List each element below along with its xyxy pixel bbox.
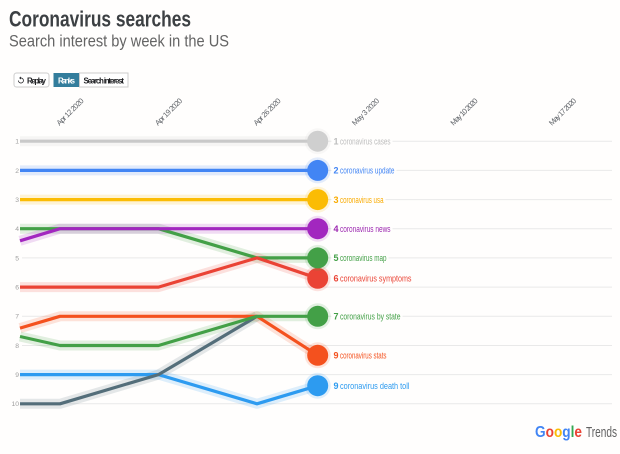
svg-text:1: 1 — [15, 139, 19, 146]
svg-text:Coronavirus searches: Coronavirus searches — [9, 7, 191, 32]
svg-text:10: 10 — [11, 401, 19, 408]
svg-text:Search interest: Search interest — [84, 76, 125, 85]
svg-text:8: 8 — [15, 343, 19, 350]
svg-text:coronavirus cases: coronavirus cases — [340, 136, 391, 146]
svg-text:6: 6 — [334, 274, 339, 284]
svg-text:Ranks: Ranks — [58, 76, 76, 85]
svg-text:2: 2 — [15, 168, 19, 175]
svg-text:1: 1 — [334, 136, 339, 146]
svg-text:coronavirus map: coronavirus map — [340, 253, 387, 263]
svg-text:Replay: Replay — [27, 76, 47, 85]
svg-text:coronavirus news: coronavirus news — [340, 224, 391, 234]
svg-text:coronavirus stats: coronavirus stats — [340, 351, 387, 361]
svg-text:Search interest by week in the: Search interest by week in the US — [9, 32, 229, 51]
svg-text:7: 7 — [15, 314, 19, 321]
svg-text:2: 2 — [334, 166, 339, 176]
svg-text:9: 9 — [334, 381, 339, 391]
svg-text:6: 6 — [15, 285, 19, 292]
svg-text:5: 5 — [334, 253, 339, 263]
svg-text:4: 4 — [15, 226, 19, 233]
svg-text:9: 9 — [334, 351, 339, 361]
svg-text:coronavirus by state: coronavirus by state — [340, 312, 401, 322]
svg-text:coronavirus death toll: coronavirus death toll — [340, 381, 410, 391]
svg-text:coronavirus symptoms: coronavirus symptoms — [340, 274, 412, 284]
svg-text:9: 9 — [15, 372, 19, 379]
svg-text:Trends: Trends — [586, 424, 617, 441]
svg-text:3: 3 — [334, 195, 339, 205]
svg-text:3: 3 — [15, 197, 19, 204]
svg-text:coronavirus update: coronavirus update — [340, 166, 395, 176]
svg-text:4: 4 — [334, 224, 339, 234]
svg-text:Google: Google — [535, 424, 582, 441]
svg-text:7: 7 — [334, 312, 339, 322]
svg-text:coronavirus usa: coronavirus usa — [340, 195, 384, 205]
svg-text:5: 5 — [15, 255, 19, 262]
